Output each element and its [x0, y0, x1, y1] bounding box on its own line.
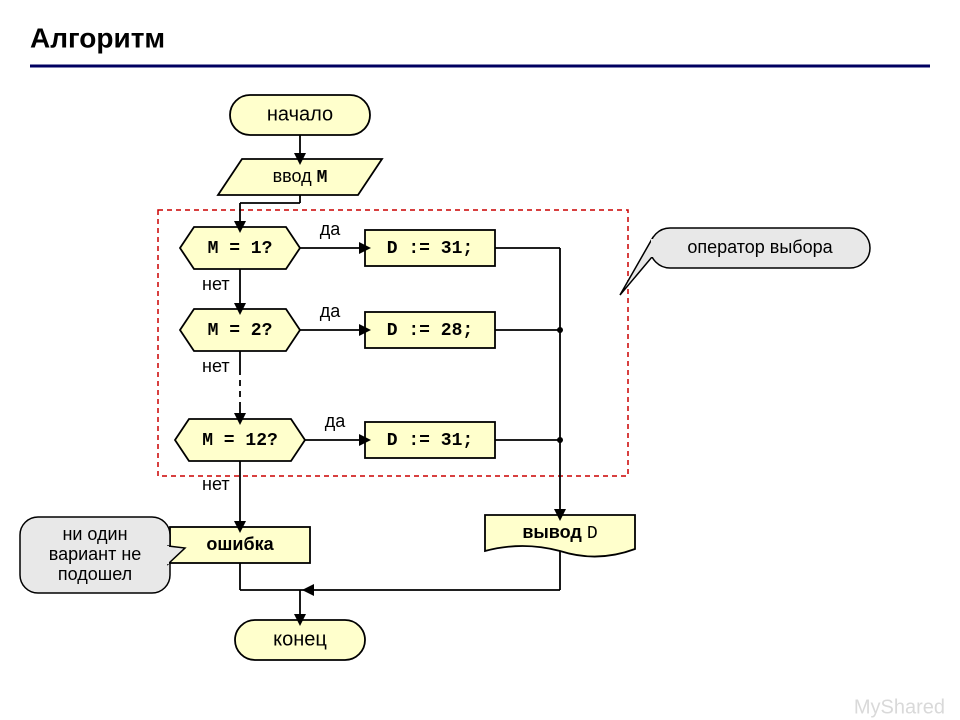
callout-switch-text: оператор выбора [687, 237, 833, 257]
decision-m12-label: M = 12? [202, 431, 278, 451]
callout-none-text: вариант не [49, 544, 142, 564]
label-yes: да [325, 411, 347, 431]
decision-m2-label: M = 2? [208, 321, 273, 341]
label-no: нет [202, 356, 230, 376]
label-yes: да [320, 219, 342, 239]
action-d31a-label: D := 31; [387, 239, 473, 259]
action-d31b-label: D := 31; [387, 431, 473, 451]
page-bg [0, 0, 960, 720]
decision-m1-label: M = 1? [208, 239, 273, 259]
label-no: нет [202, 474, 230, 494]
callout-none-text: подошел [58, 564, 132, 584]
output-node-label: вывод D [522, 522, 597, 544]
callout-none-text: ни один [62, 524, 127, 544]
watermark: MyShared [854, 696, 945, 718]
label-no: нет [202, 274, 230, 294]
page-title: Алгоритм [30, 22, 165, 53]
end-node-label: конец [273, 628, 327, 650]
label-yes: да [320, 301, 342, 321]
input-node-label: ввод M [273, 166, 328, 188]
error-node-label: ошибка [206, 534, 274, 554]
start-node-label: начало [267, 103, 333, 125]
action-d28-label: D := 28; [387, 321, 473, 341]
